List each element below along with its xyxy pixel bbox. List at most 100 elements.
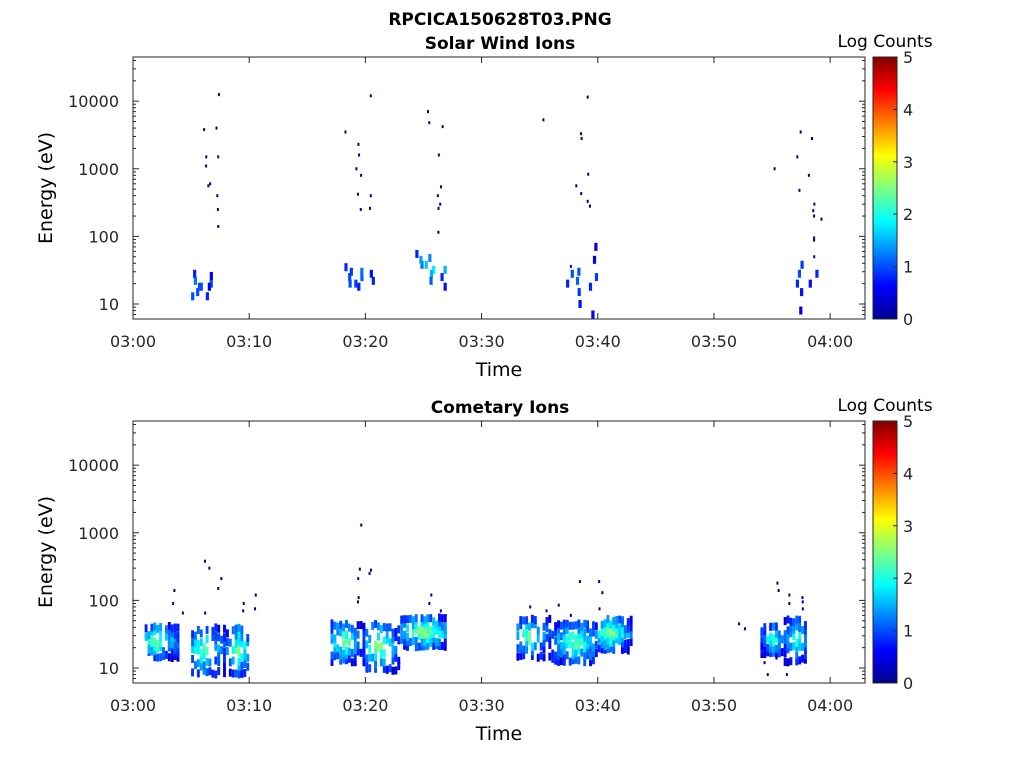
data-cell (191, 292, 195, 301)
data-cell (586, 635, 590, 644)
data-cell (374, 664, 377, 673)
data-point (209, 182, 212, 186)
data-cell (377, 622, 380, 631)
data-cell (795, 651, 799, 660)
data-point (217, 93, 220, 97)
data-cell (777, 642, 781, 651)
data-cell (426, 635, 430, 644)
data-cell (397, 625, 401, 634)
data-cell (795, 644, 799, 653)
data-point (557, 603, 560, 607)
data-cell (411, 621, 415, 630)
data-cell (566, 279, 570, 288)
data-cell (420, 614, 424, 623)
data-point (242, 609, 245, 613)
data-cell (525, 633, 529, 642)
data-cell (173, 646, 177, 655)
data-cell (408, 638, 412, 647)
data-cell (577, 636, 581, 645)
data-point (205, 155, 208, 159)
data-point (358, 567, 361, 571)
data-cell (223, 633, 226, 642)
data-cell (443, 622, 447, 631)
data-cell (562, 646, 566, 655)
data-point (798, 188, 801, 192)
data-cell (440, 641, 444, 650)
data-cell (411, 616, 415, 625)
data-cell (391, 666, 395, 675)
data-cell (194, 646, 197, 655)
x-tick-label: 04:00 (807, 696, 853, 715)
data-cell (621, 645, 624, 654)
y-tick-label: 10000 (68, 456, 119, 475)
data-point (254, 607, 257, 611)
data-point (203, 559, 206, 563)
data-cell (574, 649, 578, 658)
data-cell (763, 638, 767, 647)
data-cell (217, 633, 221, 642)
data-cell (147, 645, 151, 654)
data-cell (344, 263, 348, 272)
data-cell (362, 658, 366, 667)
data-point (776, 581, 779, 585)
data-cell (597, 644, 601, 653)
data-point (369, 94, 372, 98)
data-cell (536, 626, 540, 635)
data-cell (786, 633, 790, 642)
data-point (598, 580, 601, 584)
data-cell (234, 639, 238, 648)
data-point (811, 137, 814, 141)
data-cell (443, 282, 447, 291)
y-tick-label: 100 (88, 591, 119, 610)
data-cell (164, 650, 168, 659)
data-cell (237, 637, 241, 646)
data-cell (542, 653, 546, 662)
data-point (813, 202, 816, 206)
data-cell (568, 621, 572, 630)
data-cell (196, 646, 200, 655)
data-cell (542, 645, 546, 654)
data-cell (391, 644, 395, 653)
data-point (439, 609, 442, 613)
y-tick-label: 10 (99, 295, 119, 314)
data-cell (438, 638, 441, 647)
data-cell (606, 620, 610, 629)
data-cell (369, 269, 373, 278)
data-point (760, 654, 763, 658)
data-cell (530, 642, 534, 651)
data-point (254, 593, 257, 597)
data-cell (621, 634, 624, 643)
data-cell (600, 620, 604, 629)
data-cell (191, 645, 194, 654)
data-cell (571, 641, 575, 650)
data-cell (225, 647, 229, 656)
data-cell (618, 636, 621, 645)
data-cell (156, 624, 160, 633)
data-cell (603, 636, 607, 645)
data-point (586, 199, 589, 203)
data-cell (440, 630, 444, 639)
data-cell (345, 656, 348, 665)
data-cell (766, 648, 770, 657)
data-cell (356, 621, 360, 630)
data-cell (609, 634, 613, 643)
data-point (426, 110, 429, 114)
data-cell (626, 646, 630, 655)
data-cell (345, 630, 348, 639)
data-cell (237, 670, 241, 679)
data-cell (603, 619, 607, 628)
data-cell (150, 639, 154, 648)
data-cell (333, 634, 337, 643)
data-cell (382, 649, 386, 658)
data-cell (609, 644, 613, 653)
data-point (441, 125, 444, 129)
data-cell (606, 636, 610, 645)
data-cell (423, 642, 427, 651)
data-cell (193, 269, 197, 278)
data-point (436, 194, 439, 198)
data-cell (623, 639, 627, 648)
data-cell (591, 628, 595, 637)
data-cell (580, 630, 584, 639)
data-point (205, 164, 208, 168)
data-cell (217, 644, 221, 653)
